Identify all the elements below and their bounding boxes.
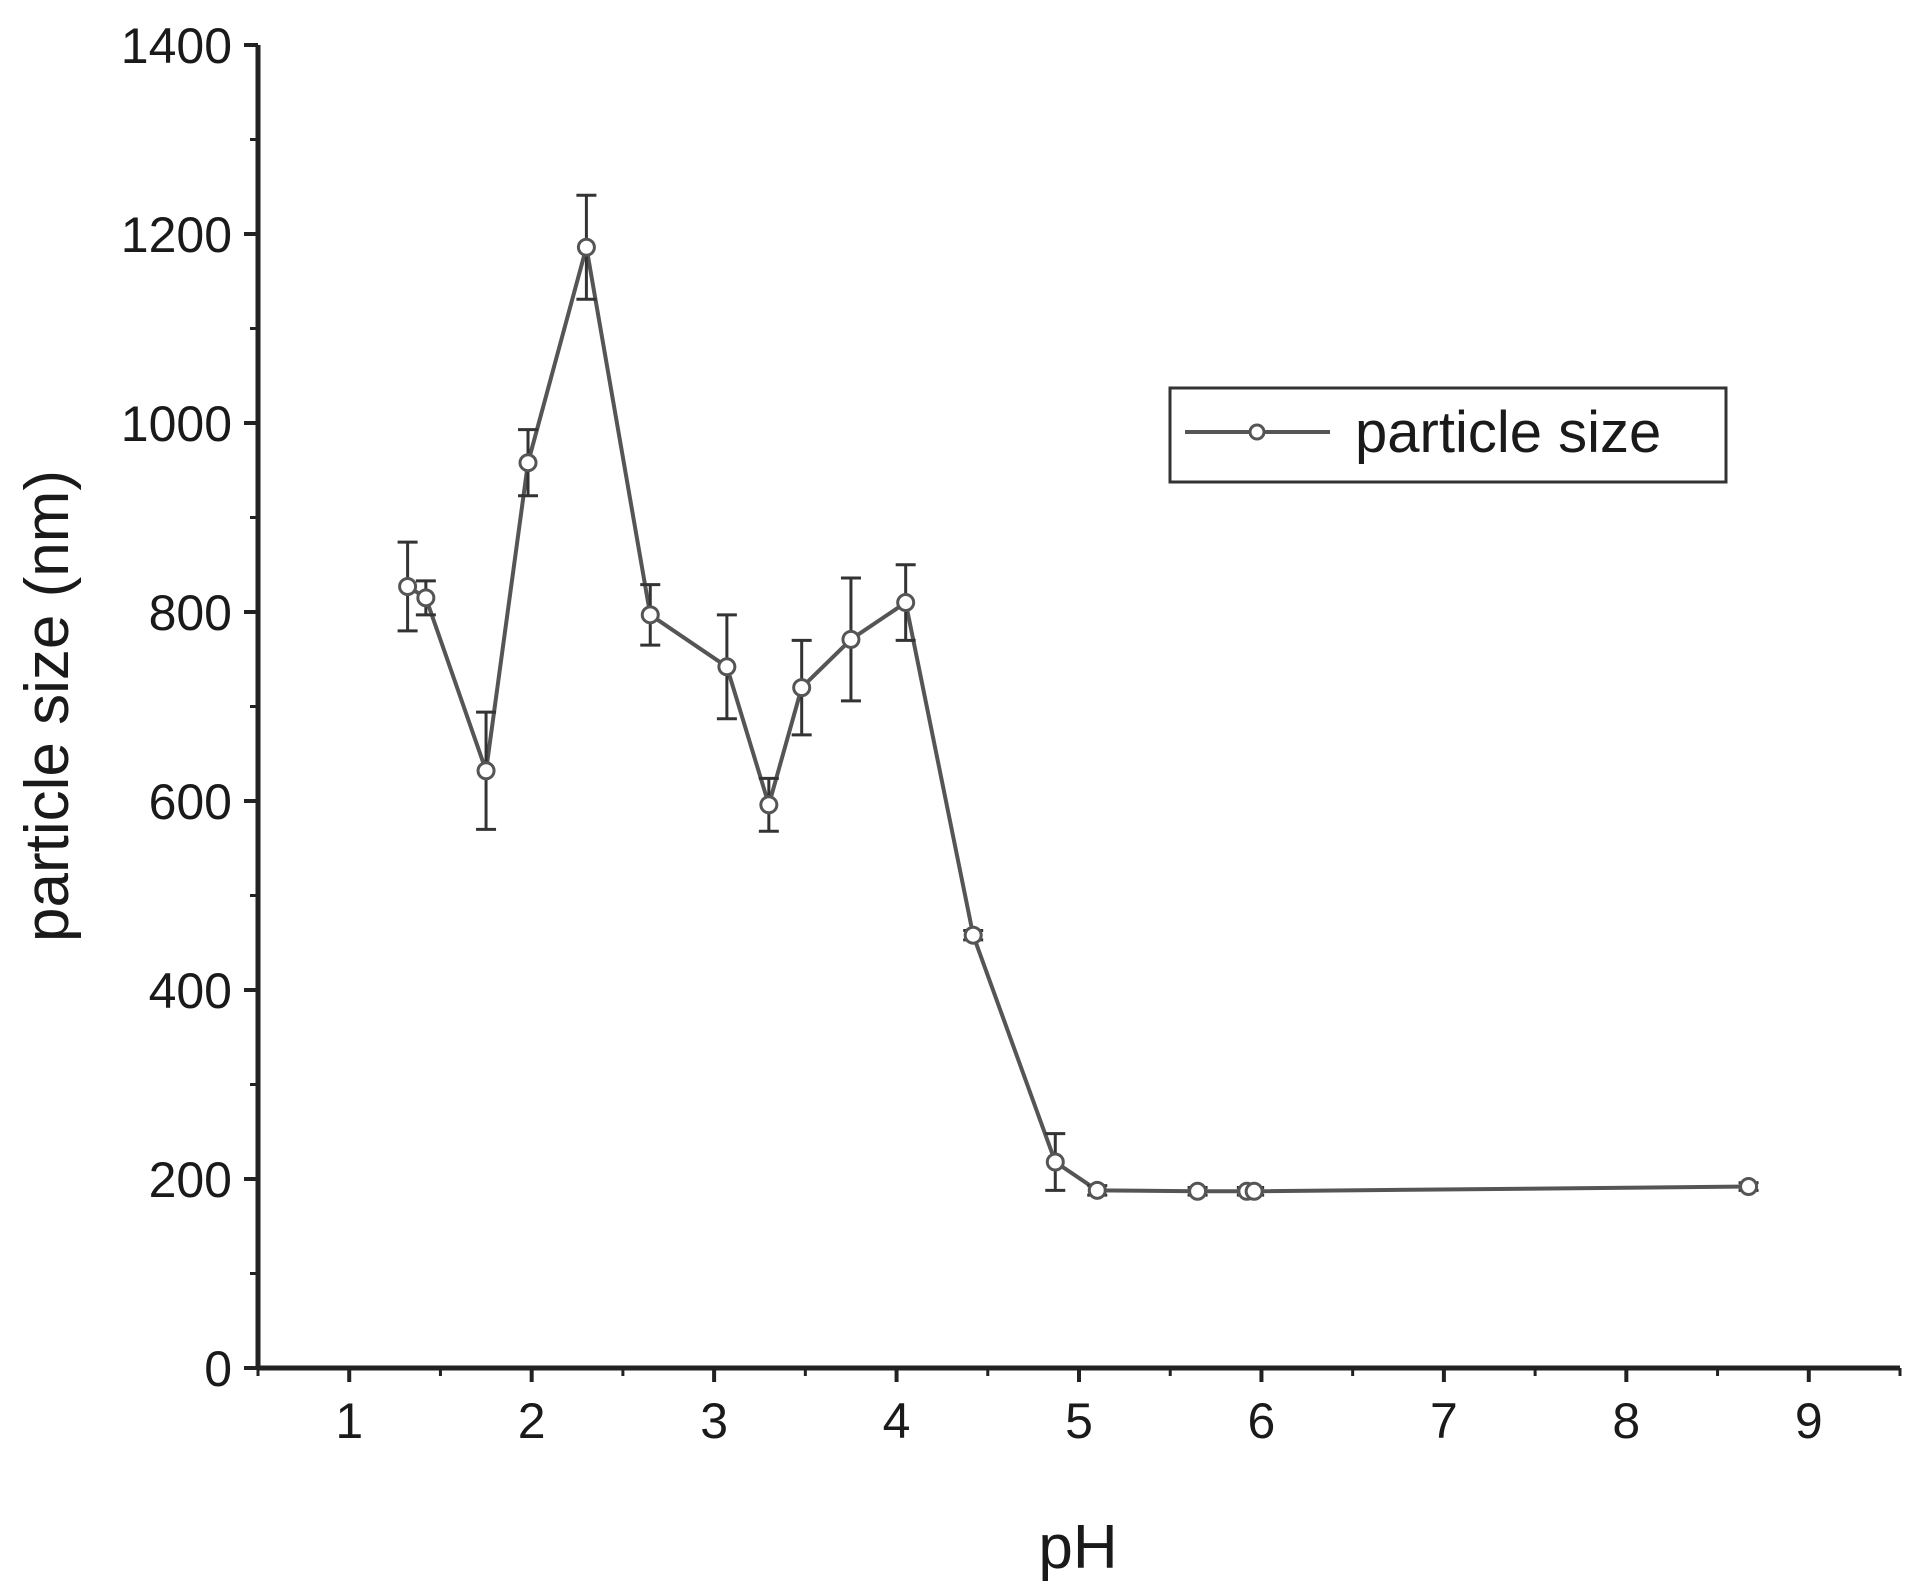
x-tick-label: 9 — [1795, 1393, 1823, 1449]
data-point — [1045, 1152, 1065, 1172]
y-tick-label: 0 — [204, 1341, 232, 1397]
y-tick-label: 600 — [149, 774, 232, 830]
y-tick-label: 800 — [149, 585, 232, 641]
data-point — [476, 761, 496, 781]
x-tick-label: 4 — [883, 1393, 911, 1449]
data-point — [1188, 1181, 1208, 1201]
legend-label: particle size — [1355, 400, 1661, 465]
y-axis-label: particle size (nm) — [13, 470, 82, 942]
y-tick-label: 1000 — [121, 396, 232, 452]
y-tick-label: 200 — [149, 1152, 232, 1208]
data-point — [792, 678, 812, 698]
data-point — [963, 925, 983, 945]
data-point — [896, 593, 916, 613]
x-tick-label: 1 — [335, 1393, 363, 1449]
data-point — [1739, 1177, 1759, 1197]
data-point — [398, 576, 418, 596]
data-point — [1087, 1180, 1107, 1200]
legend-marker — [1248, 423, 1266, 441]
axes — [255, 45, 1900, 1371]
y-tick-label: 400 — [149, 963, 232, 1019]
data-point — [759, 795, 779, 815]
x-tick-label: 2 — [518, 1393, 546, 1449]
series-layer — [397, 193, 1759, 1201]
x-tick-label: 3 — [700, 1393, 728, 1449]
y-tick-label: 1400 — [121, 18, 232, 74]
x-ticks: 1 2 3 4 5 6 7 8 9 — [256, 1368, 1902, 1449]
data-point — [416, 588, 436, 608]
data-point — [1244, 1181, 1264, 1201]
data-point — [717, 657, 737, 677]
data-point — [640, 605, 660, 625]
x-tick-label: 8 — [1612, 1393, 1640, 1449]
x-axis-label: pH — [1038, 1513, 1117, 1582]
y-tick-label: 1200 — [121, 207, 232, 263]
legend: particle size — [1168, 386, 1728, 484]
x-tick-label: 7 — [1430, 1393, 1458, 1449]
x-tick-label: 5 — [1065, 1393, 1093, 1449]
data-point — [576, 237, 596, 257]
data-point — [841, 629, 861, 649]
x-tick-label: 6 — [1248, 1393, 1276, 1449]
y-ticks: 0 200 400 600 800 1000 1200 1400 — [121, 18, 258, 1397]
data-point — [518, 453, 538, 473]
